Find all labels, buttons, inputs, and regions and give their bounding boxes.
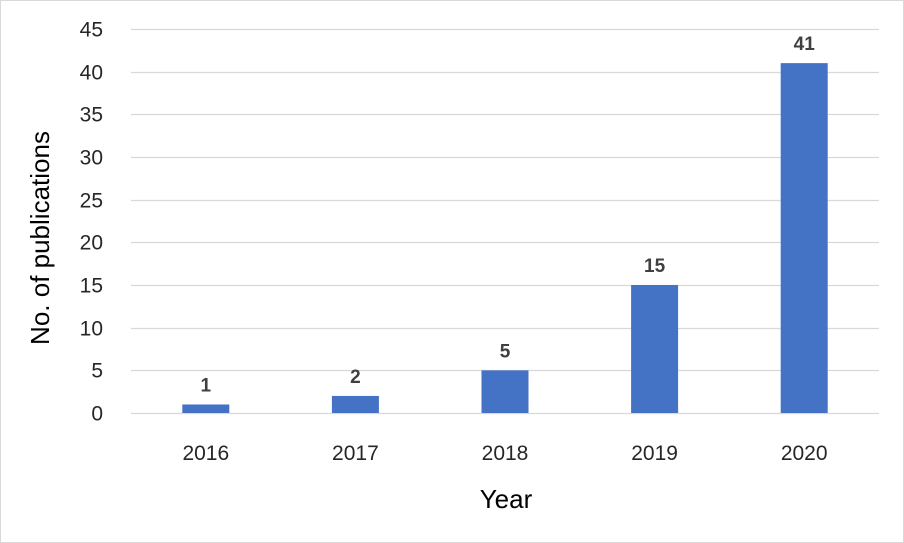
bar-2017 [331,395,379,413]
y-tick-label: 10 [80,318,103,341]
data-label: 2 [350,367,361,388]
y-tick-label: 45 [80,19,103,42]
x-tick-label: 2016 [182,442,229,465]
y-tick-label: 30 [80,147,103,170]
y-tick-labels: 0 5 10 15 20 25 30 35 40 45 [80,19,103,426]
y-tick-label: 20 [80,232,103,255]
y-tick-label: 35 [80,104,103,127]
y-tick-label: 15 [80,275,103,298]
x-tick-label: 2020 [781,442,828,465]
bar-2018 [481,370,529,413]
gridlines [131,28,879,415]
bars [182,63,828,414]
y-tick-label: 0 [91,403,103,426]
bar-2020 [780,63,828,414]
data-label: 41 [794,34,816,55]
data-labels: 1 2 5 15 41 [201,34,816,396]
y-axis-title: No. of publications [25,131,55,345]
y-tick-label: 5 [91,360,103,383]
x-tick-label: 2018 [482,442,529,465]
x-tick-label: 2017 [332,442,379,465]
data-label: 15 [644,256,666,277]
y-tick-label: 25 [80,190,103,213]
x-tick-labels: 2016 2017 2018 2019 2020 [182,442,827,465]
data-label: 5 [500,341,511,362]
bar-2019 [631,285,679,413]
y-tick-label: 40 [80,62,103,85]
x-tick-label: 2019 [631,442,678,465]
bar-2016 [182,404,230,413]
data-label: 1 [201,375,212,396]
x-axis-title: Year [480,484,533,514]
